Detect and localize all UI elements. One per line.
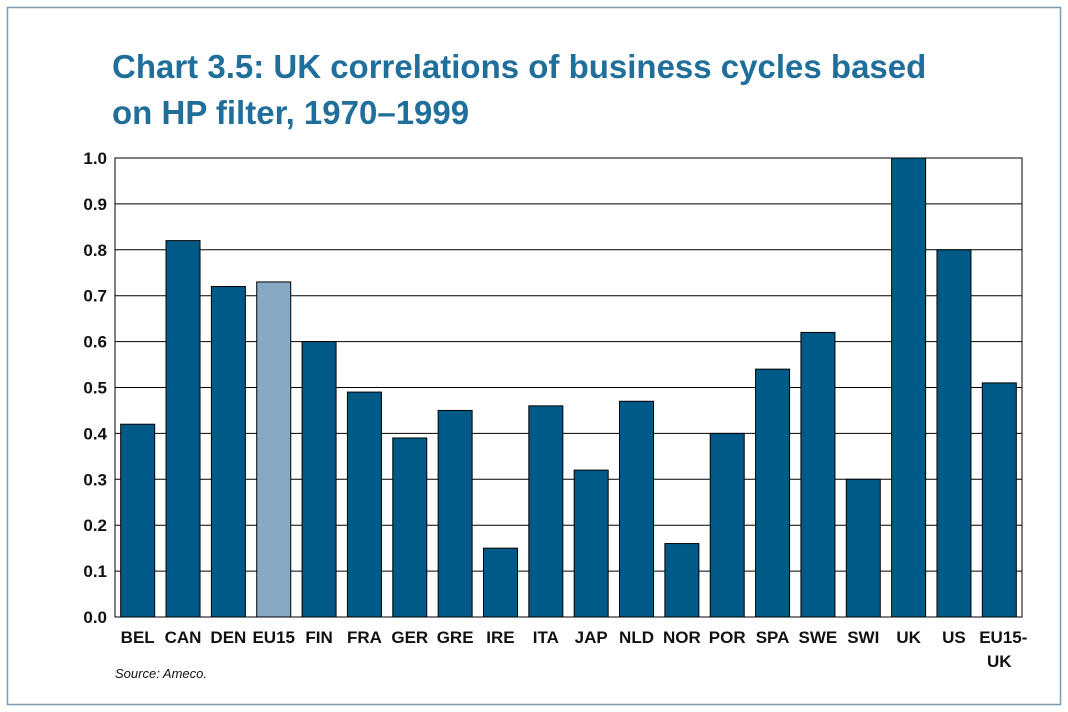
y-tick-label: 0.3 xyxy=(83,470,107,489)
y-tick-label: 0.8 xyxy=(83,241,107,260)
x-tick-label: IRE xyxy=(486,628,514,647)
x-tick-label: DEN xyxy=(210,628,246,647)
y-tick-label: 0.0 xyxy=(83,608,107,627)
x-tick-label: NOR xyxy=(663,628,701,647)
bar xyxy=(891,157,927,618)
x-tick-label: EU15-UK xyxy=(979,628,1027,671)
bar xyxy=(392,437,428,618)
x-tick-label: UK xyxy=(896,628,921,647)
bar xyxy=(573,469,609,618)
bar xyxy=(482,547,518,618)
bar xyxy=(619,400,655,618)
x-tick-label: NLD xyxy=(619,628,654,647)
x-tick-label: GER xyxy=(391,628,428,647)
x-tick-label: US xyxy=(942,628,966,647)
y-tick-label: 0.7 xyxy=(83,287,107,306)
x-tick-label: FRA xyxy=(347,628,382,647)
bar xyxy=(165,240,201,618)
y-tick-label: 0.9 xyxy=(83,195,107,214)
bar xyxy=(709,432,745,618)
y-tick-label: 0.5 xyxy=(83,379,107,398)
y-tick-label: 0.1 xyxy=(83,562,107,581)
y-tick-label: 1.0 xyxy=(83,149,107,168)
y-tick-label: 0.4 xyxy=(83,424,107,443)
bar xyxy=(346,391,382,618)
x-tick-label: GRE xyxy=(437,628,474,647)
x-tick-label: ITA xyxy=(533,628,559,647)
bar xyxy=(981,382,1017,618)
bar xyxy=(845,478,881,618)
y-tick-label: 0.6 xyxy=(83,333,107,352)
bar xyxy=(800,331,836,618)
bar xyxy=(301,341,337,618)
bar xyxy=(210,286,246,618)
bar xyxy=(528,405,564,618)
x-tick-label: POR xyxy=(709,628,746,647)
bar xyxy=(120,423,156,618)
y-tick-label: 0.2 xyxy=(83,516,107,535)
x-tick-label: FIN xyxy=(305,628,332,647)
x-tick-label: SPA xyxy=(756,628,790,647)
bar xyxy=(755,368,791,618)
bar xyxy=(437,409,473,618)
frame xyxy=(6,6,1062,706)
x-tick-label: JAP xyxy=(575,628,608,647)
chart-title: Chart 3.5: UK correlations of business c… xyxy=(112,48,927,131)
bar xyxy=(664,543,700,618)
x-tick-label: EU15 xyxy=(252,628,295,647)
x-tick-label: SWE xyxy=(799,628,838,647)
x-tick-label: SWI xyxy=(847,628,879,647)
bar xyxy=(936,249,972,618)
source-note: Source: Ameco. xyxy=(115,666,207,681)
bar xyxy=(256,281,292,618)
x-tick-label: CAN xyxy=(165,628,202,647)
x-tick-label: BEL xyxy=(121,628,155,647)
